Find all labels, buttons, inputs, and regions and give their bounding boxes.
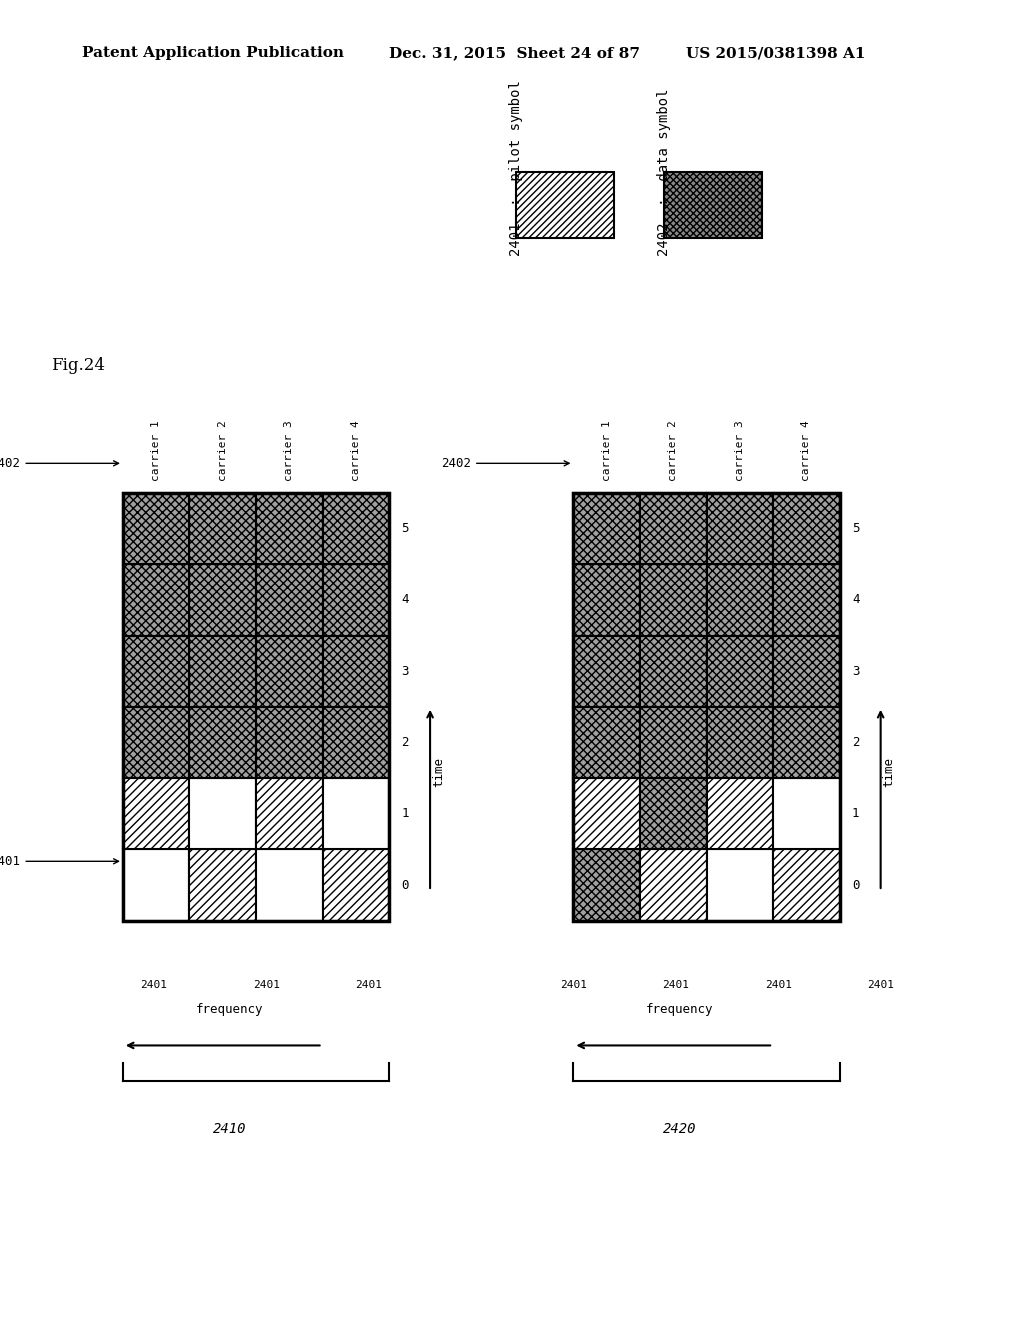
Text: 1: 1 [852, 808, 859, 820]
Text: 2: 2 [401, 737, 409, 748]
Bar [189, 565, 256, 635]
Text: carrier 2: carrier 2 [669, 420, 678, 480]
Bar [707, 565, 773, 635]
Bar [707, 635, 773, 708]
Bar [123, 708, 189, 777]
Text: 0: 0 [852, 879, 859, 891]
Bar [189, 777, 256, 850]
Bar [123, 492, 189, 565]
Text: Patent Application Publication: Patent Application Publication [82, 46, 344, 61]
Bar [773, 777, 840, 850]
Bar [256, 850, 323, 921]
Text: 2401  :  pilot symbol: 2401 : pilot symbol [509, 81, 523, 256]
Bar [123, 635, 189, 708]
Text: 2402: 2402 [0, 457, 119, 470]
Bar [707, 708, 773, 777]
Text: 4: 4 [852, 594, 859, 606]
Text: 5: 5 [401, 523, 409, 535]
Bar [573, 492, 840, 921]
Bar [256, 492, 323, 565]
Bar [573, 708, 640, 777]
Bar [189, 635, 256, 708]
Bar [640, 492, 707, 565]
Bar [256, 635, 323, 708]
Bar [573, 492, 640, 565]
Bar [773, 492, 840, 565]
Text: time: time [432, 758, 444, 787]
Bar [773, 635, 840, 708]
Bar [256, 777, 323, 850]
Text: 2401: 2401 [765, 979, 792, 990]
FancyBboxPatch shape [516, 172, 614, 238]
Text: frequency: frequency [646, 1003, 714, 1016]
Text: Dec. 31, 2015  Sheet 24 of 87: Dec. 31, 2015 Sheet 24 of 87 [389, 46, 640, 61]
Bar [123, 777, 189, 850]
Text: 3: 3 [852, 665, 859, 677]
Bar [640, 708, 707, 777]
Text: 2401: 2401 [560, 979, 587, 990]
Text: carrier 4: carrier 4 [802, 420, 811, 480]
Bar [323, 708, 389, 777]
Bar [707, 777, 773, 850]
Bar [323, 777, 389, 850]
Text: 2402: 2402 [441, 457, 569, 470]
Text: 2410: 2410 [213, 1122, 246, 1135]
Text: US 2015/0381398 A1: US 2015/0381398 A1 [686, 46, 865, 61]
Bar [573, 635, 640, 708]
Bar [189, 708, 256, 777]
Bar [256, 708, 323, 777]
Text: frequency: frequency [196, 1003, 263, 1016]
Bar [573, 850, 640, 921]
Bar [323, 635, 389, 708]
Text: 1: 1 [401, 808, 409, 820]
Text: 2401: 2401 [867, 979, 894, 990]
Text: 2401: 2401 [355, 979, 382, 990]
Text: 2401: 2401 [663, 979, 689, 990]
Bar [707, 492, 773, 565]
Text: 0: 0 [401, 879, 409, 891]
Text: 2401: 2401 [140, 979, 167, 990]
Bar [189, 850, 256, 921]
Text: carrier 2: carrier 2 [218, 420, 227, 480]
Text: 4: 4 [401, 594, 409, 606]
Text: carrier 4: carrier 4 [351, 420, 360, 480]
Bar [323, 850, 389, 921]
Bar [123, 565, 189, 635]
Text: 2401: 2401 [0, 855, 119, 867]
Text: time: time [883, 758, 895, 787]
Bar [707, 850, 773, 921]
Text: 2401: 2401 [253, 979, 280, 990]
Bar [323, 565, 389, 635]
Text: carrier 1: carrier 1 [152, 420, 161, 480]
Text: 5: 5 [852, 523, 859, 535]
Text: 3: 3 [401, 665, 409, 677]
Bar [123, 850, 189, 921]
Text: carrier 1: carrier 1 [602, 420, 611, 480]
Bar [123, 492, 389, 921]
Text: carrier 3: carrier 3 [285, 420, 294, 480]
Bar [573, 565, 640, 635]
FancyBboxPatch shape [664, 172, 762, 238]
Bar [640, 635, 707, 708]
Bar [189, 492, 256, 565]
Bar [773, 850, 840, 921]
Bar [640, 777, 707, 850]
Text: 2402  :  data symbol: 2402 : data symbol [656, 88, 671, 256]
Bar [773, 565, 840, 635]
Text: Fig.24: Fig.24 [51, 356, 105, 374]
Text: 2420: 2420 [664, 1122, 696, 1135]
Bar [773, 708, 840, 777]
Bar [256, 565, 323, 635]
Bar [323, 492, 389, 565]
Bar [640, 850, 707, 921]
Text: 2: 2 [852, 737, 859, 748]
Text: carrier 3: carrier 3 [735, 420, 744, 480]
Bar [640, 565, 707, 635]
Bar [573, 777, 640, 850]
